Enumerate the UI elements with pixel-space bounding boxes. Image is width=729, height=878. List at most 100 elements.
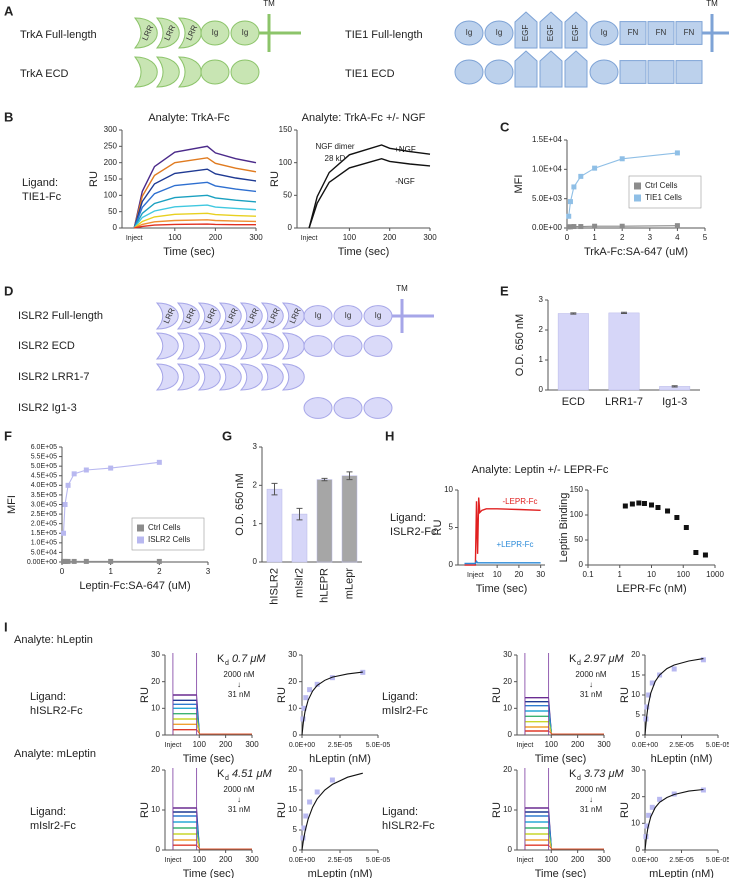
- ligand-label: ISLR2-Fc: [390, 526, 437, 538]
- marker: [644, 823, 650, 829]
- arrow: ↓: [589, 680, 593, 689]
- x-tick-label: 100: [545, 855, 559, 864]
- y-tick-label: 20: [631, 792, 640, 801]
- x-tick-label: 200: [209, 233, 223, 242]
- y-tick-label: 4.5E+05: [31, 473, 57, 480]
- y-tick-label: 100: [279, 158, 293, 167]
- x-tick-label: 10: [493, 570, 502, 579]
- construct-name: TrkA Full-length: [20, 29, 97, 41]
- y-tick-label: 0: [579, 560, 584, 569]
- y-tick-label: 10: [631, 690, 640, 699]
- y-tick-label: 0: [288, 223, 293, 232]
- x-axis-label: mLeptin (nM): [649, 868, 714, 878]
- y-tick-label: 250: [104, 141, 118, 150]
- domain-label: Ig: [375, 311, 382, 320]
- panel-title: Analyte: Leptin +/- LEPR-Fc: [472, 464, 609, 476]
- trace-edge: [548, 839, 604, 850]
- y-tick-label: 20: [288, 677, 297, 686]
- x-tick-label: 1: [618, 570, 623, 579]
- marker: [657, 796, 663, 802]
- marker: [83, 467, 89, 473]
- y-tick-label: 15: [631, 670, 640, 679]
- y-tick-label: 0: [293, 845, 298, 854]
- ig-domain: [589, 59, 619, 85]
- y-tick-label: 10: [288, 703, 297, 712]
- marker: [571, 184, 577, 190]
- ligand-label: Ligand:: [22, 177, 58, 189]
- marker: [571, 224, 577, 230]
- error-bar: [621, 311, 627, 314]
- y-axis-label: MFI: [513, 175, 525, 194]
- panel-label: C: [500, 119, 510, 134]
- y-axis-label: RU: [88, 171, 100, 187]
- concentration: 2000 nM: [575, 670, 606, 679]
- construct-name: ISLR2 ECD: [18, 340, 75, 352]
- egf-domain: [514, 11, 538, 49]
- chart: [59, 446, 209, 565]
- tm-label: TM: [396, 284, 408, 293]
- y-tick-label: 20: [151, 677, 160, 686]
- legend-swatch: [137, 524, 144, 532]
- x-tick-label: 2.5E-05: [669, 857, 694, 864]
- lrr-domain: [155, 363, 179, 391]
- y-tick-label: 6.0E+05: [31, 444, 57, 451]
- construct-name: TIE1 Full-length: [345, 29, 423, 41]
- lrr-domain: [133, 17, 158, 49]
- y-tick-label: 0.00E+00: [27, 559, 57, 566]
- x-tick-label: 5.0E-05: [706, 857, 729, 864]
- marker: [578, 173, 584, 179]
- y-tick-label: 10: [631, 818, 640, 827]
- lrr-domain: [155, 56, 180, 88]
- y-tick-label: 10: [444, 485, 453, 494]
- x-axis-label: Time (sec): [183, 868, 235, 878]
- marker: [83, 558, 89, 564]
- y-tick-label: 0.0E+00: [532, 223, 563, 232]
- ig-domain: [484, 20, 514, 46]
- fn-domain: [675, 21, 703, 45]
- error-bar: [346, 471, 353, 481]
- x-tick-label: 2: [157, 567, 162, 576]
- y-axis-label: RU: [269, 171, 281, 187]
- trace: [133, 219, 257, 229]
- marker: [665, 508, 671, 514]
- lrr-domain: [281, 302, 305, 330]
- panel-label: A: [4, 3, 14, 18]
- lrr-domain: [218, 332, 242, 360]
- x-tick-label: 300: [249, 233, 263, 242]
- y-tick-label: 0: [508, 845, 513, 854]
- trace-edge: [548, 697, 604, 735]
- x-tick-label: 5: [703, 233, 708, 242]
- trace-edge: [196, 815, 252, 850]
- analyte-label: Analyte: hLeptin: [14, 634, 93, 646]
- x-tick-label: hISLR2: [268, 568, 280, 605]
- y-tick-label: 2: [539, 325, 544, 334]
- chart: [119, 129, 257, 231]
- inject-label: Inject: [467, 572, 484, 579]
- fn-domain: [619, 21, 647, 45]
- trace-edge: [196, 729, 252, 735]
- marker: [622, 503, 628, 509]
- fn-domain: [647, 21, 675, 45]
- y-tick-label: 1: [253, 519, 258, 528]
- y-tick-label: 20: [631, 650, 640, 659]
- lrr-domain: [176, 363, 200, 391]
- trace-edge: [196, 713, 252, 735]
- egf-domain: [564, 50, 588, 88]
- chart: [514, 768, 605, 853]
- x-axis-label: Time (sec): [535, 753, 587, 765]
- marker: [314, 681, 320, 687]
- legend-box: [131, 517, 205, 551]
- construct-name: ISLR2 Ig1-3: [18, 402, 77, 414]
- marker: [683, 525, 689, 530]
- y-tick-label: 1.0E+04: [532, 164, 563, 173]
- marker: [300, 716, 306, 722]
- egf-domain: [539, 50, 563, 88]
- arrow: ↓: [237, 680, 241, 689]
- concentration: 31 nM: [580, 690, 603, 699]
- lrr-domain: [177, 17, 202, 49]
- marker: [655, 505, 661, 510]
- ligand-label: TIE1-Fc: [22, 191, 62, 203]
- trace-edge: [196, 833, 252, 850]
- kd-symbol: K: [569, 653, 577, 665]
- marker: [62, 502, 68, 507]
